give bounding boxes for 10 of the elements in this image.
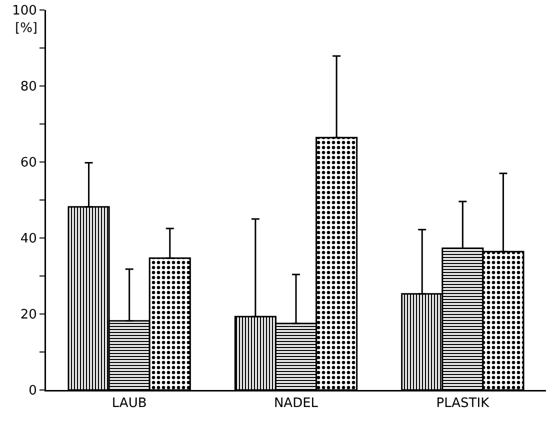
y-tick-label: 20: [20, 308, 37, 323]
y-axis-title: [%]: [15, 21, 38, 36]
x-tick-label: LAUB: [112, 396, 147, 412]
y-tick-label: 60: [20, 156, 37, 171]
x-tick-label: PLASTIK: [436, 396, 490, 412]
y-tick-label: 80: [20, 80, 37, 95]
x-tick-label: NADEL: [274, 396, 319, 412]
y-tick-label: 40: [20, 232, 37, 247]
y-tick-label: 0: [28, 384, 37, 399]
y-tick-label: 100: [12, 4, 37, 19]
